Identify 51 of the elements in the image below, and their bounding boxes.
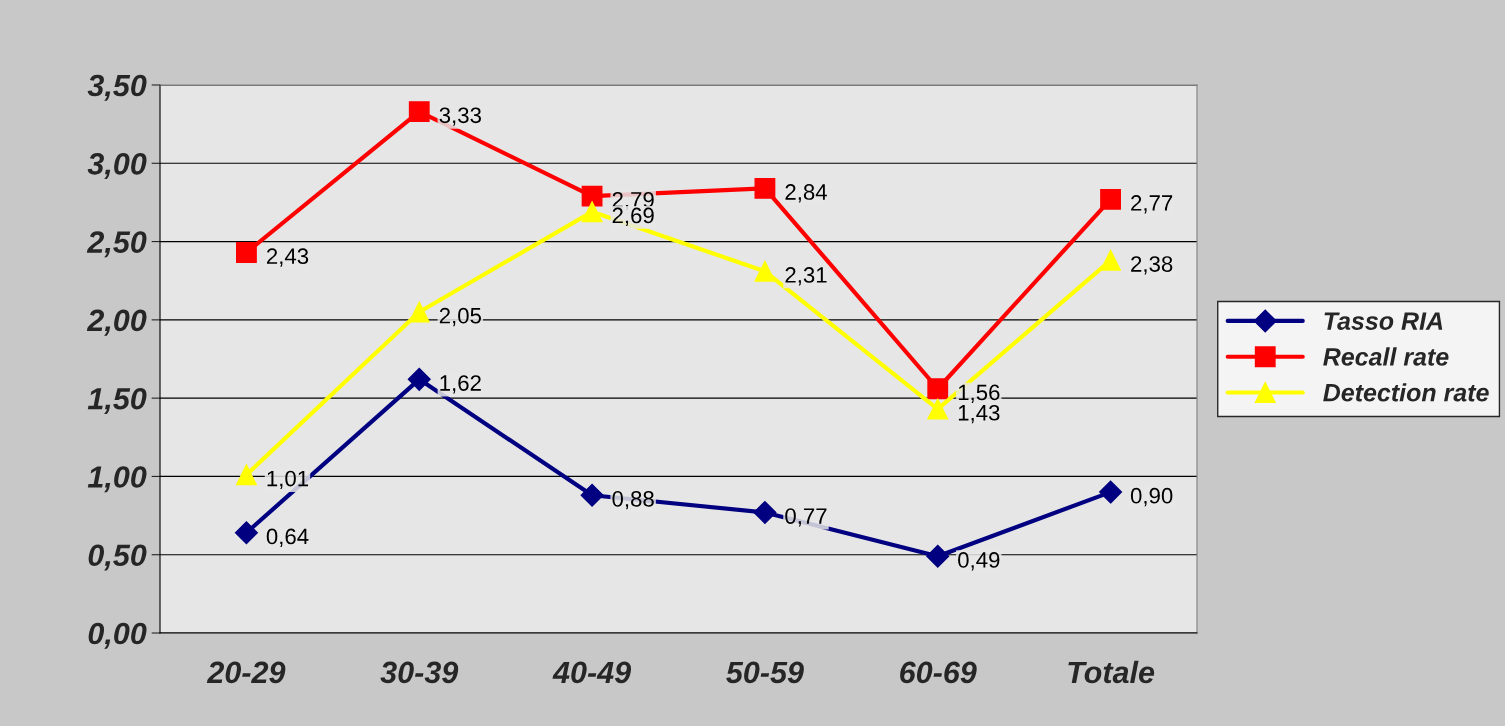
point — [927, 398, 949, 420]
x-tick-label: 20-29 — [206, 661, 286, 684]
point — [580, 483, 604, 507]
point — [234, 521, 258, 545]
data-label: 3,33 — [439, 107, 481, 126]
data-label: 0,90 — [1130, 487, 1173, 507]
data-label: 2,84 — [785, 184, 827, 203]
point — [926, 544, 950, 568]
point — [408, 101, 430, 123]
data-label: 0,49 — [958, 552, 1000, 571]
data-label: 2,31 — [785, 267, 827, 286]
point — [581, 185, 603, 207]
data-label: 1,43 — [958, 404, 1000, 424]
y-tick-label: 2,00 — [86, 309, 147, 336]
point — [407, 367, 431, 391]
y-tick-label: 3,00 — [87, 153, 147, 180]
y-tick-label: 0,00 — [88, 622, 147, 649]
point — [581, 201, 603, 223]
data-label: 1,01 — [267, 470, 309, 490]
data-label: 0,88 — [612, 491, 654, 510]
legend-label: Tasso RIA — [1324, 312, 1443, 330]
point — [754, 260, 776, 282]
point — [927, 378, 949, 400]
data-label: 2,38 — [1131, 256, 1173, 275]
point — [1100, 188, 1122, 210]
y-tick-label: 2,50 — [86, 231, 147, 258]
point — [235, 242, 257, 263]
point — [1099, 480, 1123, 504]
data-label: 1,56 — [958, 384, 1000, 403]
y-tick-label: 1,50 — [87, 387, 147, 414]
y-tick-label: 1,00 — [87, 466, 147, 493]
data-label: 1,62 — [440, 375, 481, 394]
y-tick-label: 0,50 — [88, 544, 147, 571]
x-tick-label: Totale — [1068, 660, 1155, 684]
y-tick-label: 3,50 — [87, 74, 147, 101]
data-label: 2,43 — [266, 248, 309, 267]
point — [408, 301, 430, 323]
point — [235, 464, 257, 486]
x-tick-label: 60-69 — [900, 661, 977, 684]
legend-label: Detection rate — [1323, 383, 1489, 402]
x-tick-label: 50-59 — [726, 661, 804, 684]
data-label: 0,77 — [785, 508, 827, 527]
data-label: 2,05 — [439, 307, 482, 327]
data-label: 0,64 — [266, 528, 309, 547]
point — [1100, 249, 1122, 271]
point — [754, 177, 776, 199]
x-tick-label: 40-49 — [552, 661, 632, 684]
x-tick-label: 30-39 — [380, 661, 459, 684]
data-label: 2,77 — [1131, 195, 1173, 214]
point — [753, 500, 777, 524]
legend-label: Recall rate — [1323, 347, 1449, 366]
